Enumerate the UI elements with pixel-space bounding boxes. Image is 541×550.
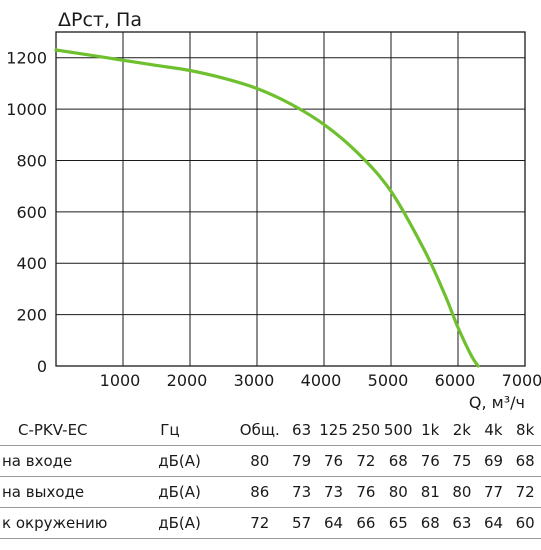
row-value: 68 (388, 452, 408, 470)
band-header: 4k (484, 421, 503, 439)
row-value: 68 (515, 452, 535, 470)
row-label: на входе (2, 452, 73, 470)
table-row: на входе дБ(А) 80 79 76 72 68 76 75 69 68 (0, 446, 541, 477)
model-name: C-PKV-EC (18, 421, 88, 439)
row-value: 77 (483, 483, 504, 501)
x-tick-labels: 1000 2000 3000 4000 5000 6000 7000 (100, 371, 541, 390)
x-tick-label: 3000 (234, 371, 275, 390)
row-value: 66 (356, 514, 376, 532)
row-value: 73 (292, 483, 312, 501)
row-label: на выходе (2, 483, 85, 501)
row-value: 76 (324, 452, 344, 470)
row-value: 65 (388, 514, 408, 532)
band-header: 63 (292, 421, 312, 439)
y-tick-label: 800 (16, 151, 47, 170)
band-header: 250 (351, 421, 381, 439)
table-row: к окружению дБ(А) 72 57 64 66 65 68 63 64 60 (0, 508, 541, 539)
row-value: 73 (324, 483, 344, 501)
band-header: 8k (516, 421, 535, 439)
total-header: Общ. (239, 421, 280, 439)
row-value: 76 (356, 483, 376, 501)
row-value: 60 (515, 514, 535, 532)
x-tick-label: 2000 (167, 371, 208, 390)
row-total: 80 (250, 452, 270, 470)
series-layer (54, 48, 480, 368)
y-tick-label: 1200 (6, 49, 47, 68)
y-tick-label: 0 (37, 357, 47, 376)
row-value: 75 (452, 452, 472, 470)
row-value: 79 (292, 452, 312, 470)
y-axis-title: ΔРст, Па (58, 9, 142, 31)
band-header: 1k (421, 421, 440, 439)
y-tick-label: 600 (16, 203, 47, 222)
row-value: 69 (483, 452, 504, 470)
x-tick-label: 7000 (502, 371, 541, 390)
band-header: 2k (452, 421, 471, 439)
hz-header: Гц (160, 421, 180, 439)
row-value: 63 (452, 514, 472, 532)
row-value: 64 (324, 514, 344, 532)
row-unit: дБ(А) (158, 514, 201, 532)
row-value: 80 (452, 483, 472, 501)
x-tick-label: 6000 (435, 371, 476, 390)
y-tick-label: 1000 (6, 100, 47, 119)
row-value: 64 (483, 514, 504, 532)
x-axis-title: Q, м³/ч (469, 393, 525, 412)
row-value: 81 (420, 483, 440, 501)
row-value: 72 (356, 452, 376, 470)
y-tick-label: 400 (16, 254, 47, 273)
grid-lines (56, 32, 525, 366)
x-tick-label: 5000 (368, 371, 409, 390)
row-value: 68 (420, 514, 440, 532)
row-value: 76 (420, 452, 440, 470)
band-header: 125 (319, 421, 348, 439)
row-value: 57 (292, 514, 312, 532)
series-line (54, 48, 480, 368)
row-unit: дБ(А) (158, 483, 201, 501)
row-total: 86 (250, 483, 270, 501)
y-tick-labels: 0 200 400 600 800 1000 1200 (6, 49, 47, 376)
pressure-flow-chart: ΔРст, Па 0 200 400 600 800 1000 1200 1000 2000 3… (6, 9, 541, 412)
table-row: на выходе дБ(А) 86 73 73 76 80 81 80 77 72 (0, 477, 541, 508)
band-header: 500 (383, 421, 413, 439)
row-total: 72 (250, 514, 270, 532)
y-tick-label: 200 (16, 306, 47, 325)
noise-table: C-PKV-EC Гц Общ. 63 125 250 500 1k 2k 4k 8k на … (0, 415, 541, 539)
table-header-row: C-PKV-EC Гц Общ. 63 125 250 500 1k 2k 4k 8k (0, 415, 541, 446)
plot-frame (55, 31, 526, 367)
x-tick-label: 1000 (100, 371, 141, 390)
row-value: 72 (515, 483, 535, 501)
row-label: к окружению (2, 514, 108, 532)
row-value: 80 (388, 483, 408, 501)
x-tick-label: 4000 (301, 371, 342, 390)
row-unit: дБ(А) (158, 452, 201, 470)
